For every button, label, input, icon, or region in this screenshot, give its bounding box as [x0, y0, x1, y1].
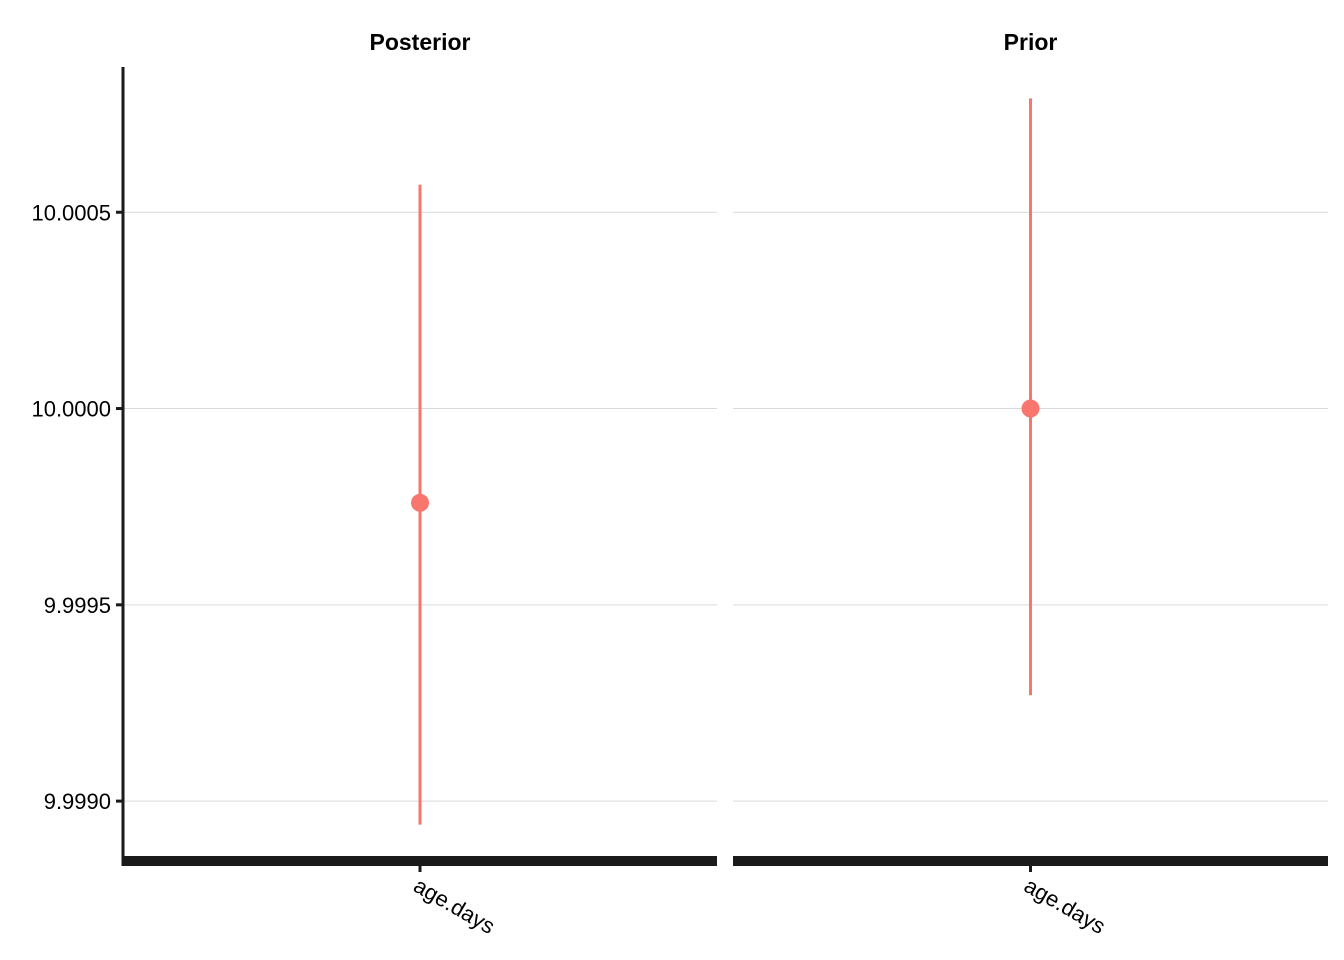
point-estimate	[1021, 399, 1040, 418]
facet-title: Posterior	[370, 29, 471, 55]
grid-layer	[123, 211, 1328, 802]
y-tick-label: 9.9990	[44, 789, 111, 814]
y-tick-label: 10.0005	[31, 200, 111, 225]
label-layer: Posterior age.days Prior age.days 9.9990 9.99…	[31, 29, 1109, 939]
axis-layer	[116, 67, 1328, 872]
point-estimate	[411, 493, 429, 512]
y-tick-label: 9.9995	[44, 593, 111, 618]
mark-layer	[411, 98, 1040, 825]
x-tick-label: age.days	[1020, 873, 1110, 939]
y-tick-label: 10.0000	[31, 397, 111, 422]
facet-title: Prior	[1004, 29, 1058, 55]
x-tick-label: age.days	[410, 873, 500, 939]
